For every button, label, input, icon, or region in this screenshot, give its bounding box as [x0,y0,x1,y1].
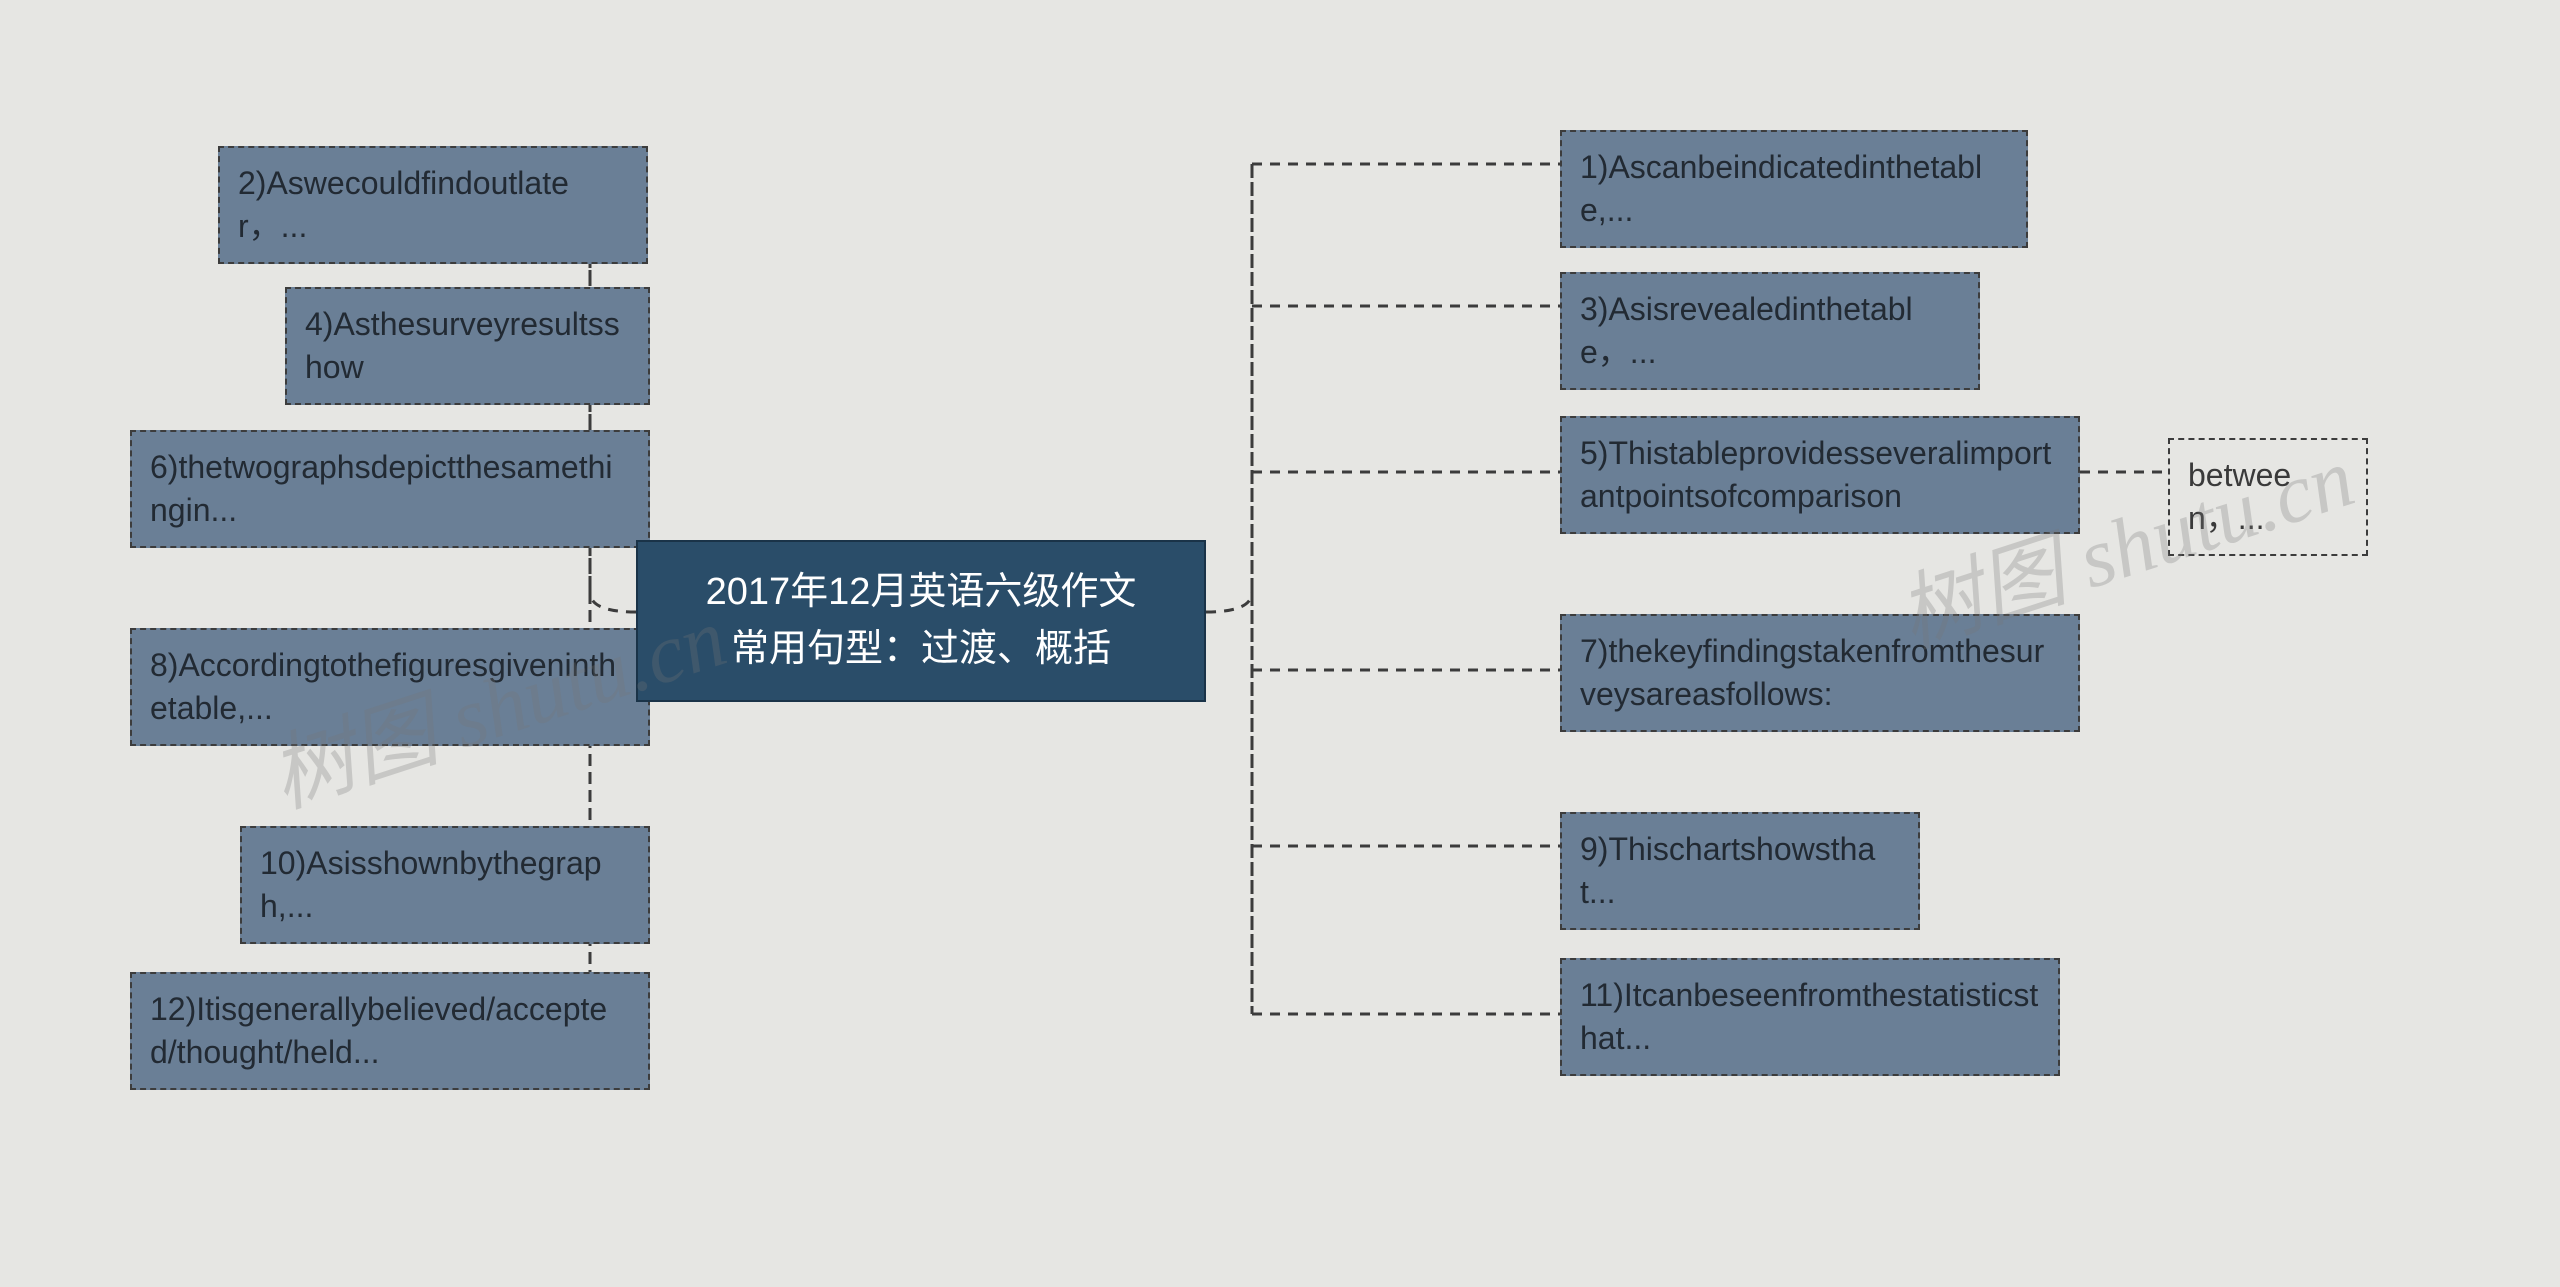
node-label: 7)thekeyfindingstakenfromthesurveysareas… [1580,633,2044,712]
right-node-5: 5)Thistableprovidesseveralimportantpoint… [1560,416,2080,534]
node-label: between，... [2188,457,2291,536]
node-label: 8)Accordingtothefiguresgiveninthetable,.… [150,647,616,726]
node-label: 12)Itisgenerallybelieved/accepted/though… [150,991,607,1070]
node-label: 10)Asisshownbythegraph,... [260,845,602,924]
central-line2: 常用句型：过渡、概括 [731,628,1111,670]
sub-node-between: between，... [2168,438,2368,556]
right-node-9: 9)Thischartshowsthat... [1560,812,1920,930]
node-label: 4)Asthesurveyresultsshow [305,306,620,385]
left-node-4: 4)Asthesurveyresultsshow [285,287,650,405]
right-node-11: 11)Itcanbeseenfromthestatisticsthat... [1560,958,2060,1076]
right-node-1: 1)Ascanbeindicatedinthetable,... [1560,130,2028,248]
mindmap-canvas: 2017年12月英语六级作文 常用句型：过渡、概括 2)Aswecouldfin… [0,0,2560,1287]
node-label: 3)Asisrevealedinthetable，... [1580,291,1913,370]
node-label: 5)Thistableprovidesseveralimportantpoint… [1580,435,2051,514]
left-node-2: 2)Aswecouldfindoutlater，... [218,146,648,264]
left-node-8: 8)Accordingtothefiguresgiveninthetable,.… [130,628,650,746]
left-node-6: 6)thetwographsdepictthesamethingin... [130,430,650,548]
node-label: 2)Aswecouldfindoutlater，... [238,165,569,244]
right-node-3: 3)Asisrevealedinthetable，... [1560,272,1980,390]
central-line1: 2017年12月英语六级作文 [706,571,1137,613]
node-label: 6)thetwographsdepictthesamethingin... [150,449,613,528]
node-label: 9)Thischartshowsthat... [1580,831,1875,910]
node-label: 11)Itcanbeseenfromthestatisticsthat... [1580,977,2038,1056]
central-topic: 2017年12月英语六级作文 常用句型：过渡、概括 [636,540,1206,702]
left-node-10: 10)Asisshownbythegraph,... [240,826,650,944]
left-node-12: 12)Itisgenerallybelieved/accepted/though… [130,972,650,1090]
node-label: 1)Ascanbeindicatedinthetable,... [1580,149,1982,228]
right-node-7: 7)thekeyfindingstakenfromthesurveysareas… [1560,614,2080,732]
